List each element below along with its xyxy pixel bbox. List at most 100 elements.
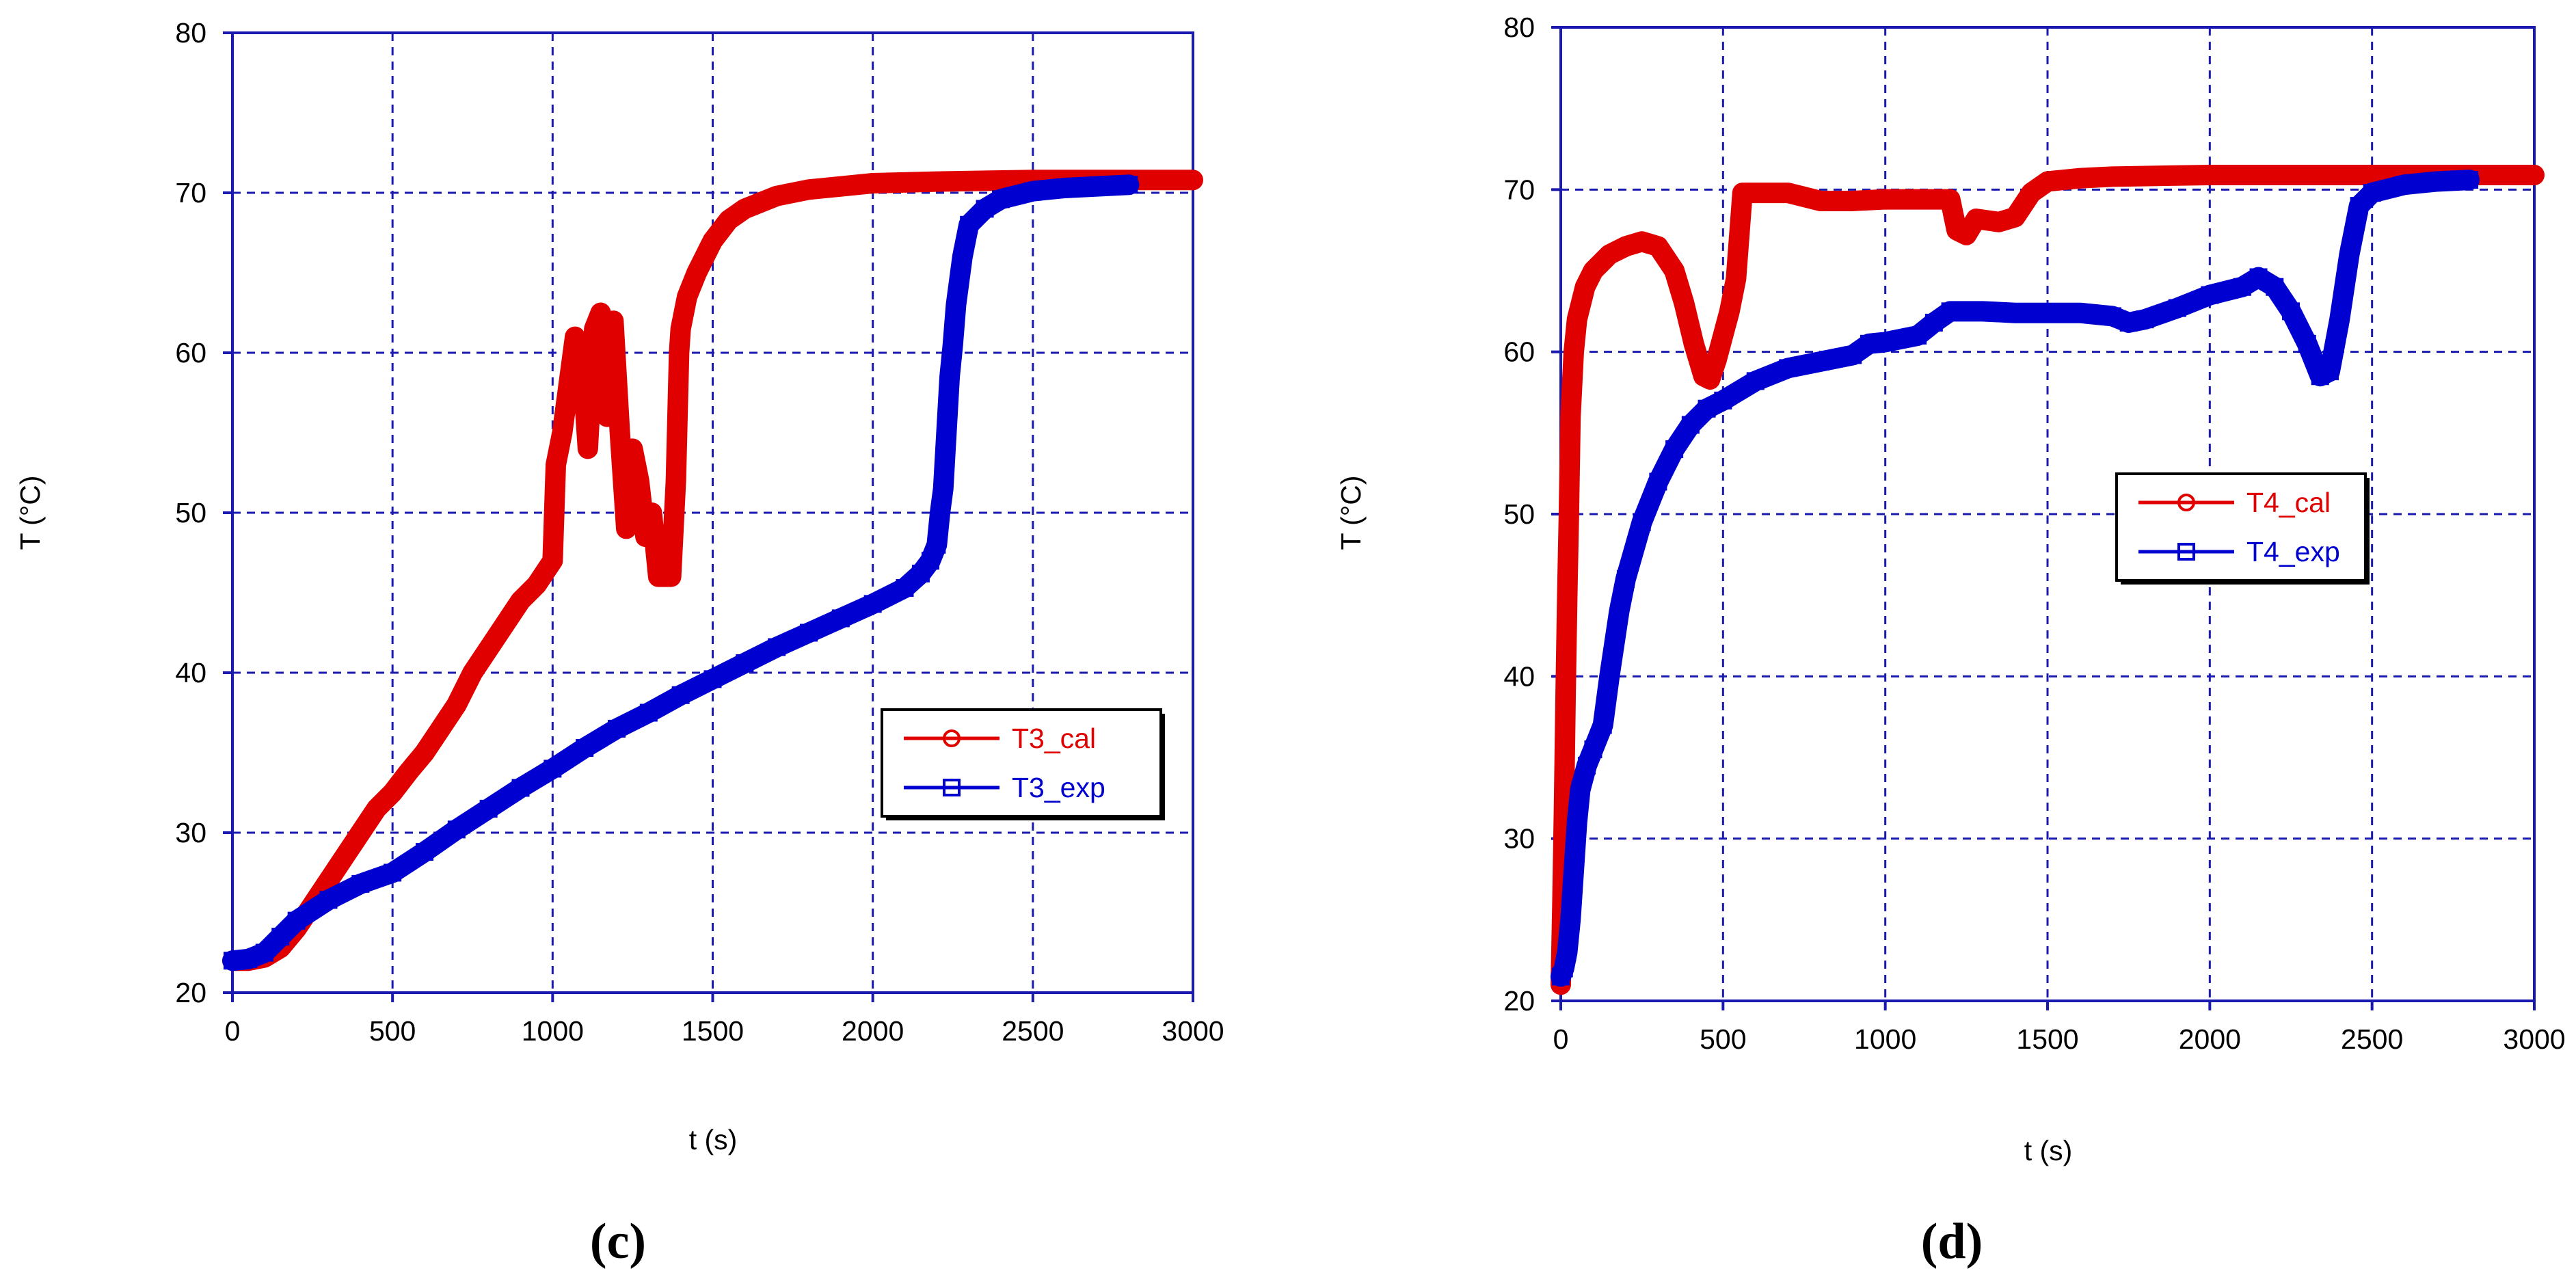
- data-point-T4_cal: [1559, 505, 1578, 523]
- x-axis-label: t (s): [689, 1124, 738, 1155]
- data-point-T3_cal: [578, 440, 597, 458]
- data-point-T4_cal: [1733, 184, 1752, 202]
- y-tick-label: 70: [1503, 174, 1535, 205]
- data-point-T3_cal: [671, 319, 690, 338]
- y-tick-label: 50: [175, 497, 206, 528]
- data-point-T3_cal: [831, 177, 850, 196]
- data-point-T3_cal: [667, 472, 685, 490]
- series-T4_exp: [1551, 170, 2480, 987]
- data-point-T4_exp: [2233, 278, 2251, 296]
- data-point-T3_cal: [768, 187, 786, 205]
- data-point-T4_cal: [1948, 221, 1966, 239]
- data-point-T4_exp: [1610, 602, 1628, 621]
- data-point-T3_cal: [863, 174, 882, 192]
- data-point-T3_cal: [399, 763, 418, 781]
- data-point-T3_cal: [688, 264, 706, 282]
- legend-box: [2115, 472, 2367, 582]
- data-point-T3_cal: [649, 567, 667, 586]
- legend-swatch-circle-icon: [2177, 494, 2195, 511]
- data-point-T3_exp: [287, 911, 306, 930]
- data-point-T3_exp: [255, 943, 273, 962]
- data-point-T4_exp: [1584, 740, 1602, 759]
- panel-caption: (c): [590, 1213, 646, 1270]
- data-point-T4_exp: [2331, 310, 2349, 329]
- data-point-T3_exp: [1023, 182, 1042, 200]
- data-point-T3_exp: [1088, 177, 1106, 196]
- data-point-T4_exp: [1909, 326, 1927, 345]
- data-point-T4_exp: [2266, 278, 2284, 296]
- data-point-T3_cal: [335, 848, 353, 866]
- data-point-T3_cal: [464, 664, 482, 682]
- data-point-T3_cal: [662, 567, 680, 586]
- data-point-T3_exp: [937, 424, 956, 442]
- data-point-T4_exp: [1714, 391, 1732, 410]
- data-point-T4_exp: [2350, 197, 2368, 215]
- y-tick-label: 70: [175, 177, 206, 209]
- data-point-T3_cal: [678, 288, 697, 306]
- data-point-T4_cal: [1557, 684, 1575, 702]
- y-tick-label: 30: [175, 817, 206, 848]
- data-point-T3_cal: [643, 504, 661, 522]
- data-point-T3_exp: [976, 200, 994, 218]
- data-point-T3_exp: [703, 670, 722, 688]
- data-point-T4_exp: [1616, 569, 1635, 588]
- data-point-T4_exp: [2396, 176, 2414, 194]
- data-point-T3_exp: [800, 623, 818, 642]
- x-tick-label: 3000: [2503, 1023, 2565, 1055]
- data-point-T4_exp: [1633, 513, 1651, 531]
- data-point-T4_exp: [1665, 440, 1684, 459]
- y-tick-label: 20: [1503, 985, 1535, 1017]
- data-point-T3_exp: [953, 247, 971, 266]
- data-point-T3_exp: [768, 638, 786, 656]
- data-point-T3_cal: [636, 528, 655, 546]
- data-point-T4_exp: [2320, 362, 2339, 381]
- data-point-T4_cal: [1746, 184, 1765, 202]
- data-point-T4_exp: [1681, 416, 1700, 434]
- x-tick-label: 0: [1553, 1023, 1569, 1055]
- data-point-T4_cal: [1564, 343, 1583, 361]
- series-line-T4_cal: [1551, 164, 2545, 995]
- data-point-T4_cal: [1675, 294, 1693, 312]
- legend: T4_cal T4_exp: [2115, 472, 2370, 585]
- legend-label: T4_cal: [2246, 487, 2331, 518]
- data-point-T4_cal: [1779, 184, 1797, 202]
- data-point-T4_cal: [1568, 310, 1586, 329]
- data-point-T3_exp: [863, 595, 882, 613]
- data-point-T3_cal: [479, 639, 498, 658]
- data-point-T4_cal: [1714, 326, 1732, 345]
- data-point-T3_cal: [598, 407, 616, 426]
- data-point-T3_cal: [431, 719, 450, 738]
- data-point-T3_exp: [576, 738, 594, 757]
- data-point-T4_exp: [1974, 302, 1992, 321]
- y-tick-label: 60: [175, 337, 206, 368]
- legend-swatch-square-icon: [2177, 543, 2195, 561]
- data-point-T3_exp: [736, 654, 754, 672]
- data-point-T4_exp: [2363, 184, 2381, 202]
- data-point-T3_cal: [553, 424, 572, 442]
- data-point-T3_exp: [992, 190, 1010, 209]
- data-point-T4_exp: [2168, 299, 2186, 317]
- x-tick-label: 2500: [1002, 1015, 1064, 1047]
- y-tick-label: 80: [175, 17, 206, 49]
- data-point-T4_exp: [2298, 334, 2316, 353]
- data-point-T4_cal: [1720, 302, 1739, 321]
- data-point-T3_exp: [911, 564, 930, 582]
- data-point-T4_cal: [1600, 245, 1619, 264]
- x-tick-label: 2000: [2179, 1023, 2241, 1055]
- y-tick-label: 30: [1503, 823, 1535, 855]
- data-point-T3_cal: [736, 200, 754, 218]
- data-point-T4_cal: [2022, 184, 2041, 202]
- data-point-T3_cal: [1184, 171, 1202, 189]
- data-point-T4_cal: [2039, 172, 2056, 191]
- data-point-T3_cal: [416, 744, 433, 762]
- data-point-T3_cal: [630, 472, 648, 490]
- data-point-T3_cal: [604, 312, 623, 330]
- legend-label: T3_cal: [1012, 723, 1096, 754]
- data-point-T3_exp: [447, 820, 466, 839]
- series-line-T3_exp: [222, 174, 1140, 971]
- data-point-T4_cal: [1685, 334, 1703, 353]
- data-point-T4_exp: [1779, 359, 1797, 377]
- data-point-T4_cal: [1558, 586, 1577, 604]
- data-point-T3_cal: [511, 591, 530, 610]
